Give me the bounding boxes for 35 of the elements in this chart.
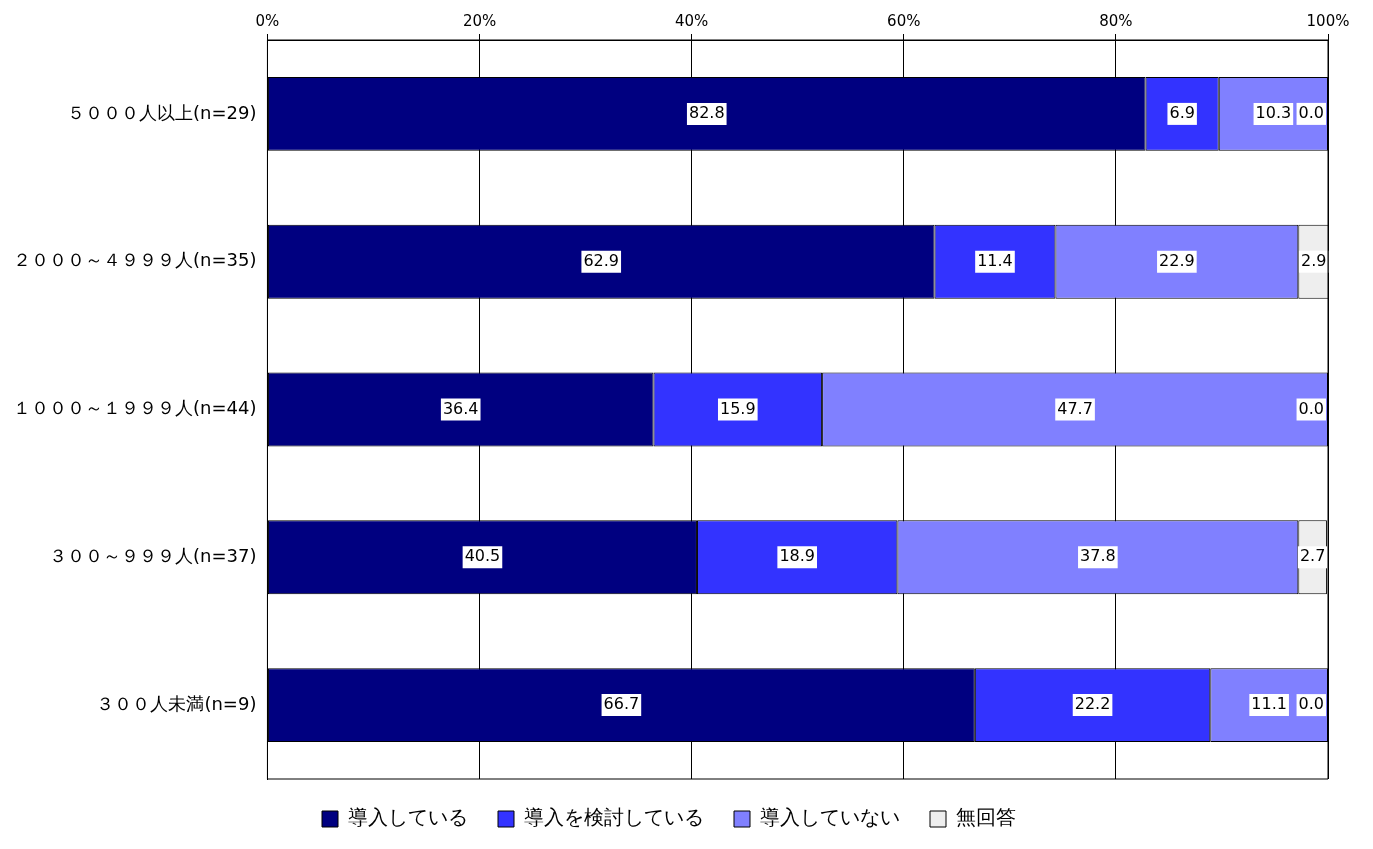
data-label: 11.1 <box>1251 694 1287 714</box>
y-tick-label: ３００人未満(n=9) <box>96 692 257 714</box>
data-label: 2.9 <box>1300 250 1327 270</box>
data-label: 62.9 <box>583 250 620 270</box>
data-label: 82.8 <box>688 103 725 123</box>
data-label: 37.8 <box>1080 546 1116 566</box>
y-tick-label: ５０００人以上(n=29) <box>66 101 257 123</box>
data-label: 0.0 <box>1298 398 1324 418</box>
data-label: 0.0 <box>1298 694 1324 714</box>
y-tick-label: ２０００～４９９９人(n=35) <box>12 249 257 271</box>
data-label: 2.7 <box>1299 546 1326 566</box>
x-tick-label: 60% <box>887 11 921 30</box>
data-label: 0.0 <box>1298 103 1324 123</box>
data-label: 18.9 <box>779 546 815 566</box>
y-tick-label: １０００～１９９９人(n=44) <box>12 397 257 419</box>
legend-label: 導入していない <box>760 805 900 830</box>
data-label: 11.4 <box>977 250 1013 270</box>
data-label: 22.9 <box>1159 250 1195 270</box>
data-label: 36.4 <box>442 398 479 418</box>
data-label: 15.9 <box>719 398 756 418</box>
data-label: 66.7 <box>603 694 640 714</box>
data-label: 6.9 <box>1169 103 1195 123</box>
legend-label: 無回答 <box>956 805 1016 830</box>
x-tick-label: 40% <box>674 11 709 30</box>
data-label: 22.2 <box>1074 694 1111 714</box>
data-label: 47.7 <box>1057 398 1093 418</box>
data-label: 40.5 <box>464 546 501 566</box>
x-tick-label: 20% <box>462 11 497 30</box>
y-tick-label: ３００～９９９人(n=37) <box>48 544 257 566</box>
x-tick-label: 80% <box>1099 11 1133 30</box>
x-tick-label: 0% <box>255 11 280 30</box>
data-label: 10.3 <box>1255 103 1292 123</box>
legend-label: 導入を検討している <box>524 805 704 830</box>
legend-label: 導入している <box>348 805 468 830</box>
x-tick-label: 100% <box>1306 11 1350 30</box>
